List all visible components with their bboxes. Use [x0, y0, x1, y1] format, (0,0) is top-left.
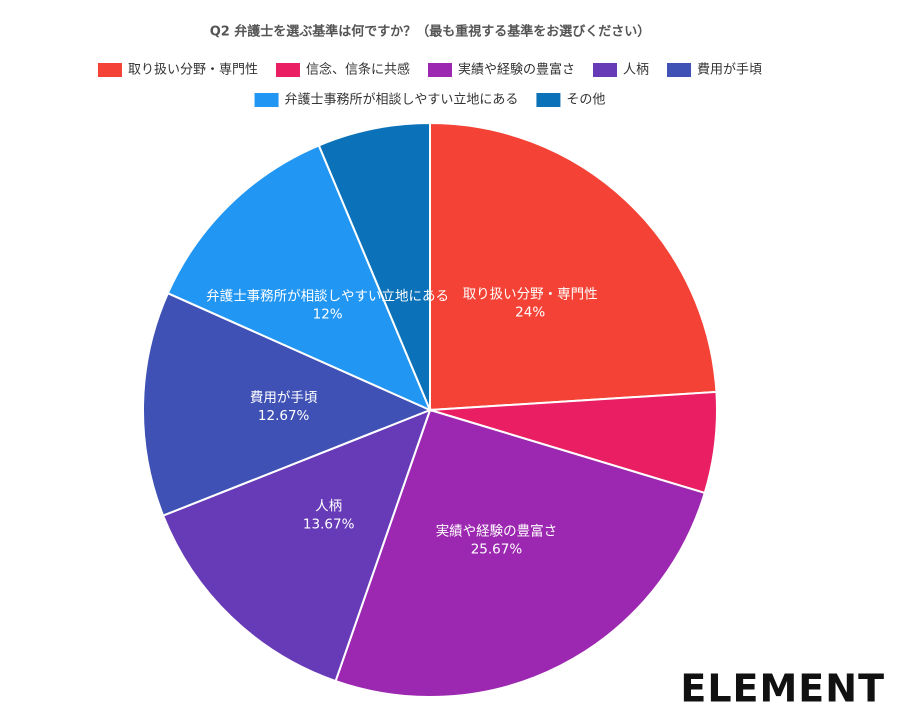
- legend-swatch: [536, 93, 561, 107]
- slice-value-label: 25.67%: [471, 541, 523, 557]
- pie: [142, 121, 718, 698]
- logo: ELEMENT: [680, 667, 885, 711]
- pie-slice: [429, 121, 718, 412]
- legend-swatch: [427, 63, 452, 77]
- legend-label: 取り扱い分野・専門性: [128, 63, 258, 78]
- legend-label: 弁護士事務所が相談しやすい立地にある: [285, 92, 519, 108]
- legend-swatch: [667, 63, 692, 77]
- legend-label: 人柄: [623, 63, 649, 78]
- chart-title: Q2 弁護士を選ぶ基準は何ですか？（最も重視する基準をお選びください）: [210, 24, 651, 40]
- slice-category-label: 実績や経験の豊富さ: [436, 522, 558, 539]
- slice-category-label: 取り扱い分野・専門性: [463, 286, 598, 302]
- legend-row: 取り扱い分野・専門性 信念、信条に共感 実績や経験の豊富さ 人柄 費用が手頃: [97, 62, 762, 78]
- pie-slice: [166, 144, 432, 412]
- legend-label: その他: [566, 93, 605, 108]
- slice-value-label: 12.67%: [258, 408, 310, 424]
- slice-category-label: 弁護士事務所が相談しやすい立地にある: [206, 288, 449, 304]
- slice-value-label: 13.67%: [303, 517, 355, 533]
- legend: 取り扱い分野・専門性 信念、信条に共感 実績や経験の豊富さ 人柄 費用が手頃弁護士事務所…: [97, 62, 762, 108]
- slice-labels: 取り扱い分野・専門性 24% 実績や経験の豊富さ 25.67% 人柄 13.67% 費用が手…: [206, 286, 598, 557]
- legend-swatch: [254, 93, 279, 107]
- slice-value-label: 12%: [313, 306, 343, 322]
- legend-label: 信念、信条に共感: [306, 62, 410, 78]
- slice-category-label: 人柄: [315, 499, 342, 515]
- slice-category-label: 費用が手頃: [250, 390, 318, 406]
- pie-slice: [334, 408, 706, 698]
- slice-value-label: 24%: [515, 304, 545, 320]
- pie-slice: [317, 121, 431, 411]
- legend-label: 費用が手頃: [697, 63, 762, 78]
- pie-slice: [142, 291, 433, 517]
- legend-swatch: [593, 63, 618, 77]
- pie-slice: [161, 408, 432, 683]
- legend-swatch: [275, 63, 300, 77]
- legend-row: 弁護士事務所が相談しやすい立地にある その他: [254, 92, 605, 108]
- legend-label: 実績や経験の豊富さ: [458, 62, 575, 78]
- legend-swatch: [97, 63, 122, 77]
